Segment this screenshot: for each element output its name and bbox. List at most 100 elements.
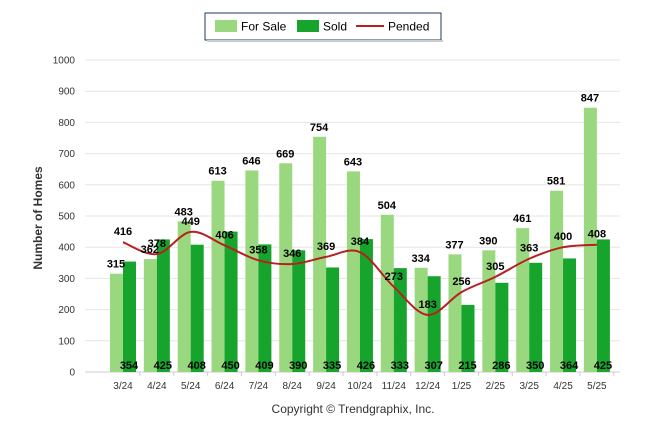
x-tick-label: 10/24	[347, 381, 372, 392]
for-sale-bar	[245, 170, 259, 372]
x-tick-label: 5/24	[181, 381, 201, 392]
for-sale-value-label: 504	[378, 200, 397, 212]
sold-bar	[123, 261, 136, 372]
for-sale-value-label: 581	[547, 176, 565, 188]
pended-value-label: 358	[249, 244, 267, 256]
sold-bar	[258, 244, 272, 372]
pended-value-label: 183	[418, 299, 436, 311]
x-tick-label: 12/24	[415, 381, 440, 392]
sold-value-label: 333	[391, 360, 409, 372]
pended-value-label: 256	[452, 276, 470, 288]
pended-value-label: 384	[351, 236, 370, 248]
legend-swatch-for-sale	[215, 20, 237, 32]
for-sale-value-label: 461	[513, 213, 531, 225]
sold-value-label: 354	[120, 360, 139, 372]
y-axis-label: Number of Homes	[31, 166, 45, 270]
sold-value-label: 408	[188, 360, 206, 372]
for-sale-value-label: 754	[310, 122, 329, 134]
for-sale-bar	[346, 171, 360, 372]
for-sale-value-label: 646	[242, 155, 260, 167]
for-sale-value-label: 847	[581, 93, 599, 105]
pended-value-label: 400	[554, 231, 572, 243]
copyright-text: Copyright © Trendgraphix, Inc.	[272, 402, 435, 416]
x-tick-label: 11/24	[382, 381, 407, 392]
pended-value-label: 408	[588, 229, 606, 241]
pended-value-label: 346	[283, 248, 301, 260]
sold-bar	[393, 268, 407, 372]
sold-bar	[596, 239, 610, 372]
for-sale-bar	[448, 254, 462, 372]
y-tick-label: 800	[58, 118, 75, 129]
x-tick-label: 3/24	[113, 381, 133, 392]
for-sale-bar	[143, 259, 157, 372]
for-sale-value-label: 613	[208, 166, 226, 178]
y-tick-label: 400	[58, 243, 75, 254]
sold-value-label: 426	[357, 360, 375, 372]
for-sale-bar	[550, 190, 564, 372]
for-sale-value-label: 643	[344, 156, 362, 168]
sold-value-label: 215	[458, 360, 476, 372]
pended-value-label: 416	[114, 226, 132, 238]
for-sale-value-label: 334	[411, 253, 430, 265]
sold-value-label: 307	[424, 360, 442, 372]
for-sale-value-label: 377	[445, 239, 463, 251]
pended-value-label: 369	[317, 241, 335, 253]
for-sale-value-label: 669	[276, 148, 294, 160]
pended-value-label: 378	[148, 238, 166, 250]
legend: For Sale Sold Pended	[204, 12, 443, 42]
for-sale-value-label: 390	[479, 235, 497, 247]
sold-bar	[563, 258, 577, 372]
sold-value-label: 286	[492, 360, 510, 372]
pended-line-group	[122, 230, 597, 316]
x-axis-ticks: 3/24 4/24 5/24 6/24 7/24 8/24 9/24 10/24 11/24 12…	[113, 372, 615, 392]
x-tick-label: 5/25	[587, 381, 607, 392]
for-sale-bar	[177, 221, 191, 372]
sold-bar	[292, 250, 306, 372]
sold-bar	[190, 244, 204, 372]
legend-label: Pended	[388, 20, 429, 34]
sold-value-label: 425	[154, 360, 172, 372]
sold-value-label: 450	[221, 360, 239, 372]
legend-label: For Sale	[241, 20, 287, 34]
y-tick-label: 1000	[53, 56, 76, 67]
sold-bar	[461, 304, 475, 372]
y-tick-label: 300	[58, 274, 75, 285]
bars	[110, 107, 610, 373]
pended-value-label: 273	[385, 271, 403, 283]
legend-shadow	[207, 40, 443, 42]
data-labels: 315 362 483 613 646 669 754 643 504 334 377 390 461 5…	[107, 93, 612, 372]
x-tick-label: 6/24	[215, 381, 235, 392]
sold-bar	[495, 282, 509, 372]
sold-value-label: 390	[289, 360, 307, 372]
y-tick-label: 600	[58, 180, 75, 191]
sold-bar	[529, 262, 543, 372]
x-tick-label: 9/24	[316, 381, 336, 392]
y-tick-label: 900	[58, 87, 75, 98]
for-sale-bar	[583, 107, 597, 373]
sold-value-label: 409	[255, 360, 273, 372]
pended-value-label: 305	[486, 261, 504, 273]
for-sale-value-label: 315	[107, 259, 125, 271]
x-tick-label: 7/24	[249, 381, 269, 392]
x-tick-label: 4/25	[553, 381, 573, 392]
sold-bar	[359, 239, 373, 372]
y-tick-label: 0	[69, 368, 75, 379]
sold-bar	[224, 231, 238, 372]
x-tick-label: 3/25	[519, 381, 539, 392]
sold-bar	[326, 267, 340, 372]
x-tick-label: 2/25	[486, 381, 506, 392]
sold-value-label: 364	[560, 360, 579, 372]
y-axis-ticks: 0 100 200 300 400 500 600 700 800 900 1000	[53, 56, 76, 379]
y-tick-label: 700	[58, 149, 75, 160]
sold-value-label: 425	[594, 360, 612, 372]
x-tick-label: 8/24	[283, 381, 303, 392]
for-sale-value-label: 362	[141, 244, 159, 256]
for-sale-bar	[414, 267, 428, 372]
legend-box	[204, 12, 442, 41]
sold-value-label: 335	[323, 360, 341, 372]
for-sale-value-label: 483	[175, 206, 193, 218]
y-tick-label: 200	[58, 305, 75, 316]
pended-line	[122, 230, 597, 316]
y-tick-label: 100	[58, 336, 75, 347]
